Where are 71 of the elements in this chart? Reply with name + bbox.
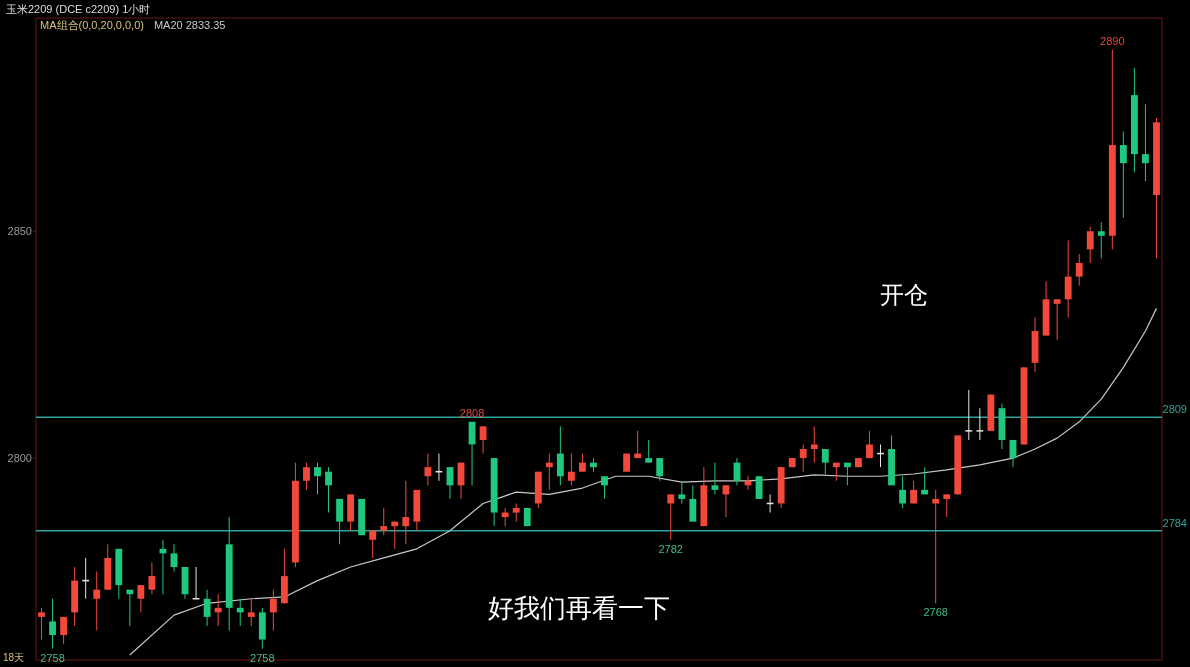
annotation: 2808 bbox=[459, 406, 485, 419]
candlestick bbox=[126, 589, 134, 627]
candlestick bbox=[975, 407, 985, 441]
candlestick bbox=[203, 589, 211, 627]
candlestick bbox=[1097, 221, 1105, 259]
candlestick bbox=[501, 507, 509, 527]
candlestick bbox=[49, 598, 56, 650]
candlestick bbox=[943, 493, 951, 518]
candlestick bbox=[634, 430, 642, 459]
candlestick bbox=[899, 475, 906, 509]
annotation: 2890 bbox=[1100, 34, 1125, 47]
candlestick bbox=[137, 584, 145, 613]
candlestick bbox=[402, 480, 410, 545]
candlestick bbox=[556, 425, 564, 486]
candlestick bbox=[60, 616, 68, 645]
chart-title: 玉米2209 (DCE c2209) 1小时 bbox=[6, 3, 151, 15]
line-series bbox=[129, 307, 1158, 656]
annotation: 2758 bbox=[40, 651, 65, 664]
annotation: 2768 bbox=[923, 606, 948, 619]
candlestick bbox=[567, 453, 575, 486]
candlestick bbox=[314, 462, 321, 495]
candlestick bbox=[678, 480, 686, 504]
y-tick-label: 2850 bbox=[7, 225, 32, 238]
text: MA20 2833.35 bbox=[153, 19, 226, 31]
candlestick bbox=[336, 498, 343, 545]
candlestick bbox=[369, 530, 377, 559]
candlestick bbox=[656, 457, 664, 482]
candlestick bbox=[866, 430, 873, 459]
candlestick bbox=[93, 571, 101, 632]
candlestick bbox=[821, 448, 829, 477]
candlestick bbox=[38, 607, 45, 641]
candlestick bbox=[667, 493, 675, 541]
text: 18天 bbox=[3, 652, 25, 663]
ref-line-label: 2809 bbox=[1162, 403, 1187, 416]
candlestick bbox=[214, 593, 222, 627]
candlestick bbox=[1119, 130, 1127, 219]
annotation: 好我们再看一下 bbox=[488, 593, 670, 623]
candlestick bbox=[1075, 253, 1083, 287]
candlestick bbox=[932, 489, 940, 604]
candlestick bbox=[711, 462, 719, 495]
candlestick bbox=[148, 561, 156, 595]
candlestick bbox=[964, 389, 973, 441]
candlestick bbox=[512, 502, 520, 523]
candlestick bbox=[645, 439, 653, 464]
candlestick bbox=[247, 598, 255, 627]
candlestick bbox=[380, 507, 388, 536]
candlestick bbox=[236, 598, 244, 627]
candlestick bbox=[799, 443, 807, 473]
annotation: 2782 bbox=[658, 542, 683, 555]
candlestick bbox=[1053, 298, 1061, 341]
candlestick bbox=[1142, 103, 1149, 182]
candlestick bbox=[479, 425, 487, 455]
candlestick bbox=[424, 453, 432, 486]
candlestick bbox=[170, 543, 178, 573]
candlestick bbox=[545, 453, 553, 491]
candlestick bbox=[303, 462, 310, 491]
candlestick bbox=[689, 484, 697, 523]
chart-subtitle: MA组合(0,0,20,0,0,0) bbox=[40, 19, 144, 31]
candlestick bbox=[391, 521, 399, 550]
candlestick bbox=[810, 425, 818, 464]
ref-line-label: 2784 bbox=[1162, 516, 1187, 529]
candlestick bbox=[269, 589, 277, 632]
candlestick bbox=[325, 466, 332, 514]
candlestick bbox=[1064, 239, 1072, 318]
candlestick bbox=[1086, 226, 1094, 264]
candlestick bbox=[921, 466, 929, 495]
y-tick-label: 2800 bbox=[7, 452, 32, 465]
candlestick bbox=[579, 453, 586, 473]
candlestick bbox=[601, 475, 608, 500]
annotation: 开仓 bbox=[880, 281, 928, 308]
annotation: 2758 bbox=[250, 651, 275, 664]
